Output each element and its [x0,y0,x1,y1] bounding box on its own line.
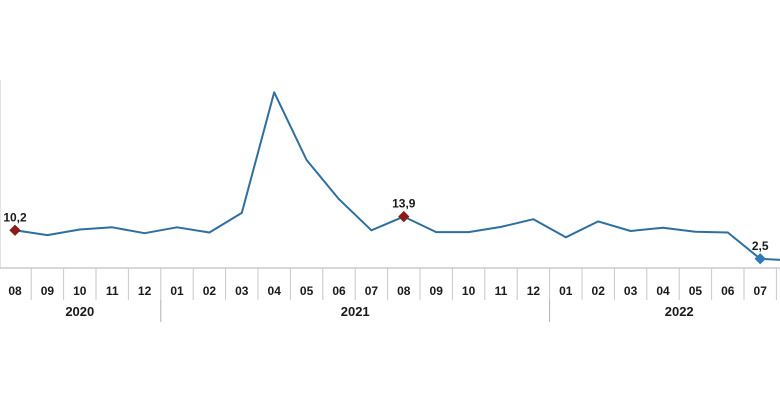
data-point [662,226,664,229]
highlight-marker [9,224,21,236]
data-point [435,231,438,234]
x-tick-label: 11 [495,284,508,298]
year-label: 2022 [665,304,694,319]
data-point [694,230,697,233]
year-label: 2020 [65,304,94,319]
x-tick-label: 02 [592,284,606,298]
data-point [629,230,632,232]
x-tick-label: 08 [397,284,411,298]
x-tick-label: 01 [170,284,184,298]
x-tick-label: 04 [268,284,282,298]
data-label: 2,5 [752,239,769,253]
highlight-marker [754,253,766,265]
data-point [111,226,114,229]
series-line [14,91,780,261]
x-tick-label: 05 [300,284,314,298]
data-point [564,236,567,239]
data-point [208,231,211,234]
data-point [240,211,243,214]
data-point [273,91,276,94]
data-point [176,226,178,229]
x-tick-label: 03 [235,284,249,298]
data-point [78,228,81,231]
x-tick-label: 07 [754,284,768,298]
highlight-markers: 10,2 13,9 2,5 [3,197,769,265]
data-point [532,218,535,221]
x-tick-label: 01 [559,284,573,298]
x-tick-label: 06 [721,284,735,298]
year-labels: 2020 2021 2022 [65,300,694,322]
data-point [143,232,146,235]
x-tick-label: 04 [656,284,670,298]
x-tick-label: 08 [8,284,22,298]
x-tick-label: 11 [106,284,119,298]
data-point [597,220,600,223]
data-point [338,198,340,201]
highlight-marker [398,210,410,223]
x-tick-label: 09 [41,284,55,298]
x-tick-label: 06 [332,284,346,298]
data-point [726,231,729,234]
series-layer [14,91,780,261]
x-tick-labels: 08 09 10 11 12 01 02 03 04 05 06 07 08 09 10 11 12 01 02 03… [8,268,777,300]
data-point [46,234,49,236]
x-tick-label: 02 [203,284,217,298]
data-label: 13,9 [392,197,416,211]
x-tick-label: 10 [73,284,87,298]
x-tick-label: 12 [527,284,541,298]
data-label: 10,2 [3,210,27,224]
year-label: 2021 [341,304,370,319]
x-tick-label: 07 [365,284,379,298]
x-tick-label: 12 [138,284,152,298]
data-point [467,231,470,234]
x-tick-label: 09 [430,284,444,298]
x-tick-label: 05 [689,284,703,298]
x-tick-label: 10 [462,284,476,298]
data-point [370,229,373,232]
data-point [500,226,502,228]
x-tick-label: 03 [624,284,638,298]
data-point [305,159,308,161]
